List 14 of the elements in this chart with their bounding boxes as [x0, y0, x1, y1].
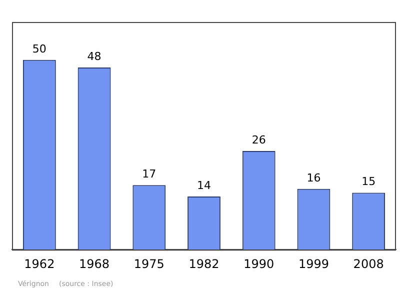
x-tick-label: 1990 [244, 256, 274, 271]
data-label: 48 [87, 50, 102, 63]
x-tick-label: 1975 [134, 256, 164, 271]
x-tick-label: 2008 [353, 256, 384, 271]
data-label: 16 [306, 171, 321, 184]
data-label: 17 [142, 167, 156, 180]
x-tick-label: 1968 [79, 256, 110, 271]
x-tick-label: 1999 [298, 256, 329, 271]
data-label: 50 [32, 42, 46, 56]
data-label: 14 [197, 178, 211, 192]
data-label: 26 [252, 133, 266, 146]
x-tick-label: 1962 [24, 256, 55, 271]
x-tick-label: 1982 [188, 256, 220, 271]
data-label: 15 [362, 175, 376, 188]
